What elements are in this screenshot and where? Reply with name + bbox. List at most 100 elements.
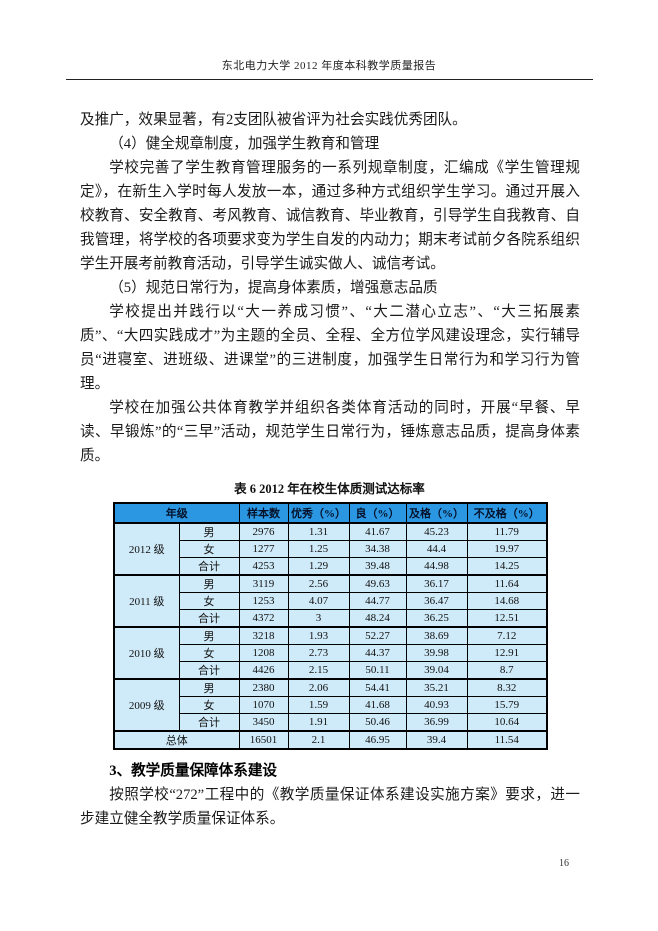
- value-cell: 34.38: [348, 540, 407, 558]
- value-cell: 14.68: [466, 592, 548, 610]
- grade-cell: 2009 级: [113, 678, 180, 732]
- value-cell: 36.17: [405, 574, 468, 593]
- value-cell: 36.99: [405, 713, 468, 732]
- value-cell: 1.91: [287, 713, 350, 732]
- value-cell: 44.77: [348, 592, 407, 610]
- column-header-excellent: 优秀（%）: [287, 502, 350, 524]
- value-cell: 44.37: [348, 644, 407, 662]
- value-cell: 1070: [238, 696, 289, 714]
- column-header-good: 良（%）: [348, 502, 407, 524]
- gender-cell: 合计: [178, 557, 240, 576]
- paragraph-continuation: 及推广，效果显著，有2支团队被省评为社会实践优秀团队。: [80, 112, 467, 128]
- value-cell: 38.69: [405, 626, 468, 645]
- fitness-test-table: 年级 样本数 优秀（%） 良（%） 及格（%） 不及格（%） 2012 级男 29…: [113, 502, 548, 750]
- value-cell: 36.47: [405, 592, 468, 610]
- total-label-cell: 总体: [113, 730, 240, 750]
- value-cell: 2.56: [287, 574, 350, 593]
- page-number: 16: [559, 858, 569, 869]
- table-total-row: 总体 16501 2.1 46.95 39.4 11.54: [113, 730, 548, 750]
- body-text-block: 及推广，效果显著，有2支团队被省评为社会实践优秀团队。 （4）健全规章制度，加强…: [80, 108, 580, 468]
- paragraph-quality-system: 按照学校“272”工程中的《教学质量保证体系建设实施方案》要求，进一步建立健全教…: [80, 787, 580, 827]
- column-header-fail: 不及格（%）: [466, 502, 548, 524]
- value-cell: 3450: [238, 713, 289, 732]
- value-cell: 12.91: [466, 644, 548, 662]
- value-cell: 7.12: [466, 626, 548, 645]
- table-row: 合计 3450 1.91 50.46 36.99 10.64: [114, 713, 548, 732]
- value-cell: 11.79: [466, 522, 548, 541]
- table-caption: 表 6 2012 年在校生体质测试达标率: [234, 482, 425, 496]
- value-cell: 4.07: [287, 592, 350, 610]
- value-cell: 39.04: [405, 661, 468, 680]
- value-cell: 1.31: [287, 522, 350, 541]
- grade-cell: 2011 级: [113, 574, 180, 628]
- grade-cell: 2010 级: [113, 626, 180, 680]
- value-cell: 1.93: [287, 626, 350, 645]
- paragraph-learning-style: 学校提出并践行以“大一养成习惯”、“大二潜心立志”、“大三拓展素质”、“大四实践…: [80, 304, 580, 392]
- value-cell: 44.4: [405, 540, 468, 558]
- gender-cell: 女: [178, 592, 240, 610]
- value-cell: 3119: [238, 574, 289, 593]
- value-cell: 50.46: [348, 713, 407, 732]
- value-cell: 3: [287, 609, 350, 628]
- value-cell: 14.25: [466, 557, 548, 576]
- gender-cell: 男: [178, 574, 240, 593]
- paragraph-rules: 学校完善了学生教育管理服务的一系列规章制度，汇编成《学生管理规定》，在新生入学时…: [80, 160, 580, 272]
- value-cell: 8.7: [466, 661, 548, 680]
- gender-cell: 合计: [178, 609, 240, 628]
- gender-cell: 女: [178, 644, 240, 662]
- report-header-title: 东北电力大学 2012 年度本科教学质量报告: [221, 60, 437, 72]
- value-cell: 39.48: [348, 557, 407, 576]
- value-cell: 45.23: [405, 522, 468, 541]
- value-cell: 4253: [238, 557, 289, 576]
- value-cell: 2.06: [287, 678, 350, 697]
- table-row: 2011 级男 3119 2.56 49.63 36.17 11.64: [113, 574, 548, 628]
- value-cell: 15.79: [466, 696, 548, 714]
- gender-cell: 男: [178, 678, 240, 697]
- value-cell: 50.11: [348, 661, 407, 680]
- table-row: 2009 级男 2380 2.06 54.41 35.21 8.32: [113, 678, 548, 732]
- heading-item-4: （4）健全规章制度，加强学生教育和管理: [109, 136, 380, 152]
- gender-cell: 男: [178, 522, 240, 541]
- value-cell: 2.1: [287, 730, 350, 750]
- table-row: 合计 4372 3 48.24 36.25 12.51: [114, 609, 548, 628]
- grade-cell: 2012 级: [113, 522, 180, 576]
- value-cell: 2380: [238, 678, 289, 697]
- value-cell: 49.63: [348, 574, 407, 593]
- value-cell: 46.95: [348, 730, 407, 750]
- section-heading-3: 3、教学质量保障体系建设: [109, 763, 278, 779]
- header-rule: [65, 79, 593, 80]
- value-cell: 3218: [238, 626, 289, 645]
- column-header-pass: 及格（%）: [405, 502, 468, 524]
- gender-cell: 女: [178, 696, 240, 714]
- value-cell: 8.32: [466, 678, 548, 697]
- column-header-sample: 样本数: [238, 502, 289, 524]
- value-cell: 39.98: [405, 644, 468, 662]
- value-cell: 1.59: [287, 696, 350, 714]
- table-row: 女 1277 1.25 34.38 44.4 19.97: [114, 540, 548, 558]
- table-body: 2012 级男 2976 1.31 41.67 45.23 11.79 女 1277 1.25 3…: [113, 522, 548, 750]
- paragraph-sports: 学校在加强公共体育教学并组织各类体育活动的同时，开展“早餐、早读、早锻炼”的“三…: [80, 400, 580, 464]
- value-cell: 11.54: [466, 730, 548, 750]
- table-row: 合计 4253 1.29 39.48 44.98 14.25: [114, 557, 548, 576]
- table-row: 合计 4426 2.15 50.11 39.04 8.7: [114, 661, 548, 680]
- table-header-row: 年级 样本数 优秀（%） 良（%） 及格（%） 不及格（%）: [113, 502, 548, 524]
- table-row: 2012 级男 2976 1.31 41.67 45.23 11.79: [113, 522, 548, 576]
- table-row: 女 1208 2.73 44.37 39.98 12.91: [114, 644, 548, 662]
- value-cell: 36.25: [405, 609, 468, 628]
- value-cell: 1253: [238, 592, 289, 610]
- value-cell: 41.68: [348, 696, 407, 714]
- table-row: 女 1253 4.07 44.77 36.47 14.68: [114, 592, 548, 610]
- value-cell: 1277: [238, 540, 289, 558]
- value-cell: 12.51: [466, 609, 548, 628]
- value-cell: 10.64: [466, 713, 548, 732]
- value-cell: 16501: [238, 730, 289, 750]
- value-cell: 40.93: [405, 696, 468, 714]
- gender-cell: 女: [178, 540, 240, 558]
- value-cell: 52.27: [348, 626, 407, 645]
- value-cell: 44.98: [405, 557, 468, 576]
- value-cell: 1.25: [287, 540, 350, 558]
- value-cell: 54.41: [348, 678, 407, 697]
- report-header: 东北电力大学 2012 年度本科教学质量报告: [0, 0, 658, 80]
- table-row: 2010 级男 3218 1.93 52.27 38.69 7.12: [113, 626, 548, 680]
